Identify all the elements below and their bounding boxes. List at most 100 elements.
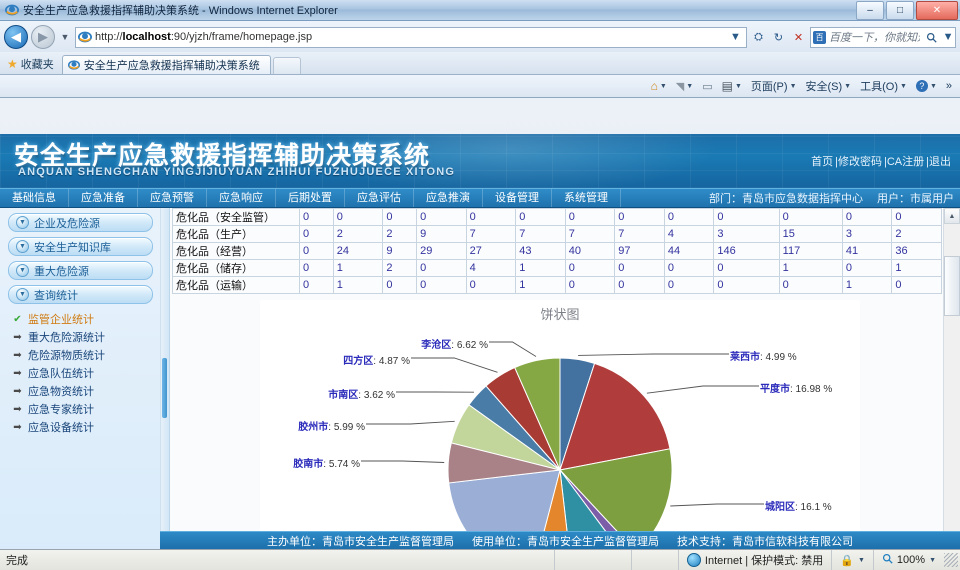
zoom-cell[interactable]: 100% ▼ bbox=[872, 550, 944, 570]
sidebar-group-safety-knowledge[interactable]: ▼ 安全生产知识库 bbox=[8, 237, 153, 256]
cell: 0 bbox=[416, 208, 467, 226]
help-icon: ? bbox=[915, 80, 928, 92]
cell: 0 bbox=[891, 276, 942, 294]
menu-item-device-management[interactable]: 设备管理 bbox=[483, 189, 552, 207]
sidebar-item-emergency-team-stats[interactable]: ➡ 应急队伍统计 bbox=[12, 364, 160, 382]
home-button[interactable]: ⌂ ▼ bbox=[647, 77, 671, 96]
tools-menu-button[interactable]: 工具(O) ▼ bbox=[856, 77, 911, 96]
cell: 0 bbox=[841, 208, 893, 226]
cell: 24 bbox=[332, 242, 384, 260]
pie-slices bbox=[447, 357, 673, 550]
tab-favicon-icon bbox=[67, 60, 80, 70]
cell: 146 bbox=[713, 242, 780, 260]
sidebar-group-enterprise-hazard[interactable]: ▼ 企业及危险源 bbox=[8, 213, 153, 232]
zoom-level-label: 100% bbox=[896, 554, 926, 566]
page-menu-caret-icon[interactable]: ▼ bbox=[789, 82, 797, 90]
department-label: 部门：青岛市应急数据指挥中心 bbox=[709, 193, 863, 205]
search-provider-caret-icon[interactable]: ▼ bbox=[942, 31, 954, 43]
feeds-caret-icon[interactable]: ▼ bbox=[686, 82, 694, 90]
menu-item-emergency-response[interactable]: 应急响应 bbox=[207, 189, 276, 207]
scroll-up-icon[interactable]: ▲ bbox=[944, 208, 960, 224]
page-menu-button[interactable]: 页面(P) ▼ bbox=[747, 77, 801, 96]
cell: 0 bbox=[465, 208, 517, 226]
sidebar-group-query-statistics[interactable]: ▼ 查询统计 bbox=[8, 285, 153, 304]
mail-button[interactable]: ▭ bbox=[698, 77, 716, 96]
link-change-password[interactable]: |修改密码 bbox=[835, 156, 882, 168]
refresh-icon[interactable]: ↻ bbox=[773, 31, 784, 44]
chevron-down-icon: ▼ bbox=[16, 240, 29, 253]
menu-item-emergency-assessment[interactable]: 应急评估 bbox=[345, 189, 414, 207]
sidebar: ▼ 企业及危险源 ▼ 安全生产知识库 ▼ 重大危险源 ▼ 查询统计 ✔ bbox=[0, 208, 161, 550]
cell: 15 bbox=[778, 225, 843, 243]
content-vertical-scrollbar[interactable]: ▲ ▼ bbox=[943, 208, 960, 550]
sidebar-item-emergency-equipment-stats[interactable]: ➡ 应急设备统计 bbox=[12, 418, 160, 436]
security-menu-button[interactable]: 安全(S) ▼ bbox=[802, 77, 856, 96]
address-bar-buttons: ▼ bbox=[727, 29, 744, 46]
sidebar-item-emergency-expert-stats[interactable]: ➡ 应急专家统计 bbox=[12, 400, 160, 418]
browser-tab[interactable]: 安全生产应急救援指挥辅助决策系统 bbox=[61, 55, 271, 74]
link-logout[interactable]: |退出 bbox=[926, 156, 951, 168]
link-ca-register[interactable]: |CA注册 bbox=[884, 156, 925, 168]
security-zone-cell[interactable]: Internet | 保护模式: 禁用 bbox=[677, 550, 831, 570]
print-caret-icon[interactable]: ▼ bbox=[734, 82, 742, 90]
feeds-button[interactable]: ◥ ▼ bbox=[672, 77, 697, 96]
sidebar-item-emergency-material-stats[interactable]: ➡ 应急物资统计 bbox=[12, 382, 160, 400]
favorites-button[interactable]: ★ 收藏夹 bbox=[4, 55, 60, 72]
cell: 0 bbox=[299, 225, 334, 243]
maximize-button[interactable]: □ bbox=[886, 1, 914, 20]
cell: 1 bbox=[891, 259, 942, 277]
command-overflow-button[interactable]: » bbox=[945, 80, 952, 92]
print-button[interactable]: ▤ ▼ bbox=[718, 77, 746, 96]
link-home[interactable]: 首页 bbox=[811, 156, 834, 168]
menu-item-emergency-drill[interactable]: 应急推演 bbox=[414, 189, 483, 207]
sidebar-item-major-hazard-stats[interactable]: ➡ 重大危险源统计 bbox=[12, 328, 160, 346]
sidebar-item-supervised-enterprise-stats[interactable]: ✔ 监管企业统计 bbox=[12, 310, 160, 328]
page-footer: 主办单位：青岛市安全生产监督管理局 使用单位：青岛市安全生产监督管理局 技术支持… bbox=[160, 531, 960, 550]
cell: 0 bbox=[564, 259, 616, 277]
forward-button[interactable]: ▶ bbox=[31, 25, 55, 49]
sidebar-item-label: 应急队伍统计 bbox=[28, 368, 94, 380]
back-button[interactable]: ◀ bbox=[4, 25, 28, 49]
cell: 29 bbox=[416, 242, 467, 260]
status-spacer-2 bbox=[630, 550, 678, 570]
search-box[interactable]: 百 百度一下，你就知道 ▼ bbox=[810, 26, 956, 48]
minimize-button[interactable]: – bbox=[856, 1, 884, 20]
sidebar-item-hazard-substance-stats[interactable]: ➡ 危险源物质统计 bbox=[12, 346, 160, 364]
help-caret-icon[interactable]: ▼ bbox=[929, 82, 937, 90]
cell: 44 bbox=[663, 242, 715, 260]
footer-support: 技术支持：青岛市信软科技有限公司 bbox=[677, 536, 853, 548]
new-tab-button[interactable] bbox=[272, 57, 301, 74]
menu-item-emergency-preparation[interactable]: 应急准备 bbox=[69, 189, 138, 207]
panel-splitter[interactable] bbox=[161, 208, 170, 550]
tools-menu-caret-icon[interactable]: ▼ bbox=[900, 82, 907, 90]
compatibility-view-icon[interactable]: ⛭ bbox=[754, 30, 763, 43]
menu-item-basic-info[interactable]: 基础信息 bbox=[0, 189, 69, 207]
close-button[interactable]: ✕ bbox=[916, 1, 958, 20]
menu-item-post-disposal[interactable]: 后期处置 bbox=[276, 189, 345, 207]
home-caret-icon[interactable]: ▼ bbox=[659, 82, 667, 90]
recent-pages-caret-icon[interactable]: ▼ bbox=[60, 32, 70, 42]
search-go-icon[interactable] bbox=[923, 29, 940, 46]
window-resize-grip[interactable] bbox=[944, 553, 958, 567]
help-button[interactable]: ? ▼ bbox=[912, 77, 941, 96]
pie-slice-label: 胶南市: 5.74 % bbox=[293, 459, 360, 470]
session-info: 部门：青岛市应急数据指挥中心 用户：市属用户 bbox=[695, 190, 954, 206]
pie-slice bbox=[559, 362, 671, 471]
pie-slice bbox=[559, 468, 621, 550]
security-menu-caret-icon[interactable]: ▼ bbox=[844, 82, 852, 90]
sidebar-group-major-hazard[interactable]: ▼ 重大危险源 bbox=[8, 261, 153, 280]
cell: 2 bbox=[332, 225, 384, 243]
stop-icon[interactable]: ✕ bbox=[793, 31, 804, 44]
privacy-caret-icon[interactable]: ▼ bbox=[857, 556, 865, 564]
splitter-grip[interactable] bbox=[162, 358, 167, 418]
search-input[interactable]: 百度一下，你就知道 bbox=[829, 32, 920, 44]
menu-item-emergency-warning[interactable]: 应急预警 bbox=[138, 189, 207, 207]
menu-item-system-management[interactable]: 系统管理 bbox=[552, 189, 621, 207]
address-input[interactable]: http://localhost:90/yjzh/frame/homepage.… bbox=[95, 31, 724, 43]
scrollbar-thumb[interactable] bbox=[944, 256, 960, 316]
zoom-caret-icon[interactable]: ▼ bbox=[929, 556, 936, 564]
privacy-cell[interactable]: 🔒 ▼ bbox=[831, 550, 873, 570]
address-dropdown-caret-icon[interactable]: ▼ bbox=[730, 31, 741, 43]
address-bar[interactable]: http://localhost:90/yjzh/frame/homepage.… bbox=[75, 26, 747, 48]
user-label: 用户：市属用户 bbox=[877, 193, 954, 205]
